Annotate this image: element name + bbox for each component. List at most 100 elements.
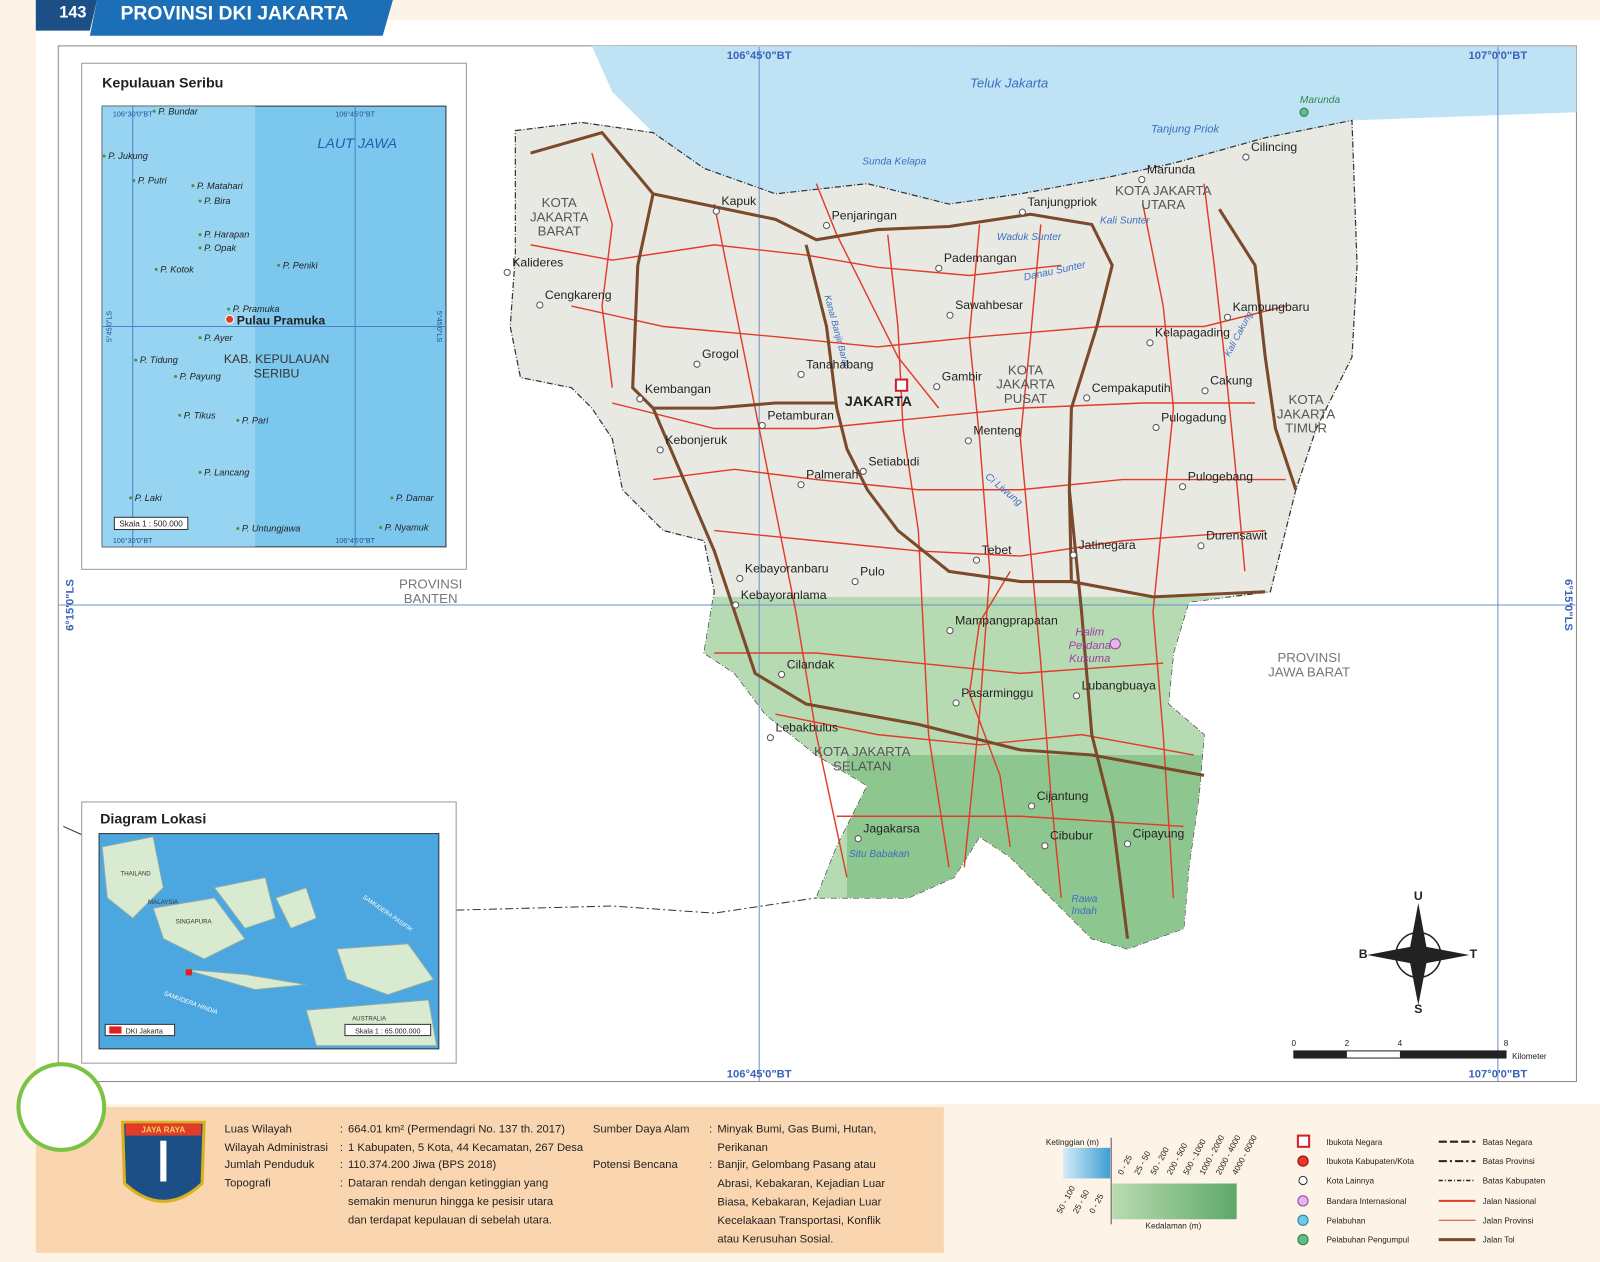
town-symbol	[1069, 551, 1078, 559]
province-border	[456, 897, 817, 914]
landmass	[183, 968, 307, 991]
capital-symbol	[894, 378, 909, 392]
inset-title: Kepulauan Seribu	[102, 76, 223, 92]
legend-label: Batas Negara	[1483, 1138, 1533, 1147]
info-value: Banjir, Gelombang Pasang atau Abrasi, Keb…	[717, 1159, 885, 1245]
toll-road	[1067, 489, 1130, 939]
town-symbol	[1197, 542, 1205, 550]
symbol-icon	[1297, 1214, 1309, 1226]
region-label-line: UTARA	[1141, 197, 1185, 212]
legend-label: Ibukota Negara	[1326, 1138, 1382, 1147]
legend-title: Ketinggian (m)	[1046, 1138, 1099, 1147]
island	[174, 374, 178, 379]
region-label-line: KOTA	[1008, 362, 1043, 377]
symbol-icon	[1297, 1155, 1309, 1167]
info-value-line: Kecelakaan Transportasi, Konflik	[717, 1215, 881, 1227]
island	[132, 179, 136, 183]
island	[198, 470, 202, 474]
region-label-line: SELATAN	[833, 758, 891, 773]
place-label: Lebakbulus	[776, 721, 839, 735]
island	[277, 263, 281, 267]
place-label: Tanahabang	[806, 357, 874, 371]
place-label: Kembangan	[645, 382, 711, 396]
info-value-line: dan terdapat kepulauan di sebelah utara.	[348, 1215, 552, 1227]
island	[198, 199, 202, 203]
info-value: Minyak Bumi, Gas Bumi, Hutan, Perikanan	[717, 1124, 876, 1155]
info-value-line: 664.01 km² (Permendagri No. 137 th. 2017…	[348, 1124, 565, 1136]
island	[379, 525, 383, 530]
region-label: KOTA JAKARTA UTARA	[1115, 183, 1212, 212]
logo-monument	[160, 1140, 167, 1182]
info-value-line: Dataran rendah dengan ketinggian yang	[348, 1178, 548, 1190]
provincial-road	[714, 652, 1164, 675]
airport-label-line: Halim	[1075, 627, 1104, 639]
place-label: Kampungbaru	[1233, 300, 1310, 314]
town-symbol	[1223, 313, 1232, 321]
town-symbol	[859, 467, 867, 475]
place-label: Durensawit	[1206, 529, 1268, 543]
region-label-line: JAKARTA	[1277, 406, 1336, 421]
toll-road	[530, 130, 1205, 777]
water-label: Kali Sunter	[1100, 215, 1150, 226]
place-label: Pademangan	[944, 251, 1017, 265]
island	[198, 336, 202, 340]
info-value-line: atau Kerusuhan Sosial.	[717, 1234, 833, 1246]
provincial-road	[571, 305, 1286, 348]
island-label: P. Bundar	[158, 106, 199, 116]
info-label: Jumlah Penduduk	[225, 1159, 315, 1171]
island-label: P. Untungjawa	[242, 524, 300, 534]
place-label: Marunda	[1147, 162, 1195, 176]
compass-ring	[1395, 931, 1442, 979]
provincial-road	[968, 570, 1011, 847]
provincial-road	[652, 468, 1286, 491]
legend-label: Jalan Nasional	[1483, 1197, 1537, 1206]
region-label-line: PROVINSI	[1277, 650, 1340, 665]
region-label-line: KAB. KEPULAUAN	[224, 352, 329, 366]
island-label: P. Opak	[204, 243, 236, 253]
place-label: Tebet	[982, 543, 1013, 557]
region-label: PROVINSI BANTEN	[399, 577, 462, 606]
info-separator: :	[340, 1124, 343, 1136]
grid-label: 6°15'0"LS	[1562, 579, 1574, 631]
provincial-road	[713, 203, 848, 878]
town-symbol	[656, 446, 664, 454]
island	[154, 267, 158, 271]
place-label: Kebayoranbaru	[745, 561, 829, 575]
logo-banner	[125, 1123, 202, 1136]
grid-label: 6°15'0"LS	[65, 579, 77, 631]
grid-label: 107°0'0"BT	[1469, 1068, 1528, 1080]
place-label: Cipayung	[1133, 827, 1185, 841]
town-symbol	[758, 421, 766, 430]
sea	[591, 45, 1577, 205]
main-map: 106°45'0"BT 106°45'0"BT 107°0'0"BT 107°0'0"…	[59, 45, 1577, 1082]
place-label: Jagakarsa	[863, 822, 920, 836]
island-label: P. Lancang	[204, 467, 250, 477]
region-label-line: PROVINSI	[399, 577, 462, 592]
place-label: Petamburan	[767, 408, 834, 422]
town-symbol	[1018, 208, 1026, 216]
scale-bar-segment	[1399, 1050, 1507, 1059]
scale-tick-label: 4	[1398, 1039, 1403, 1048]
info-separator: :	[340, 1178, 343, 1190]
place-label: Grogol	[702, 347, 739, 361]
scale-label: Skala 1 : 500.000	[119, 519, 183, 528]
town-symbol	[732, 601, 740, 609]
provincial-road	[815, 183, 940, 409]
info-value-line: Perikanan	[717, 1142, 768, 1154]
region-label: PROVINSI JAWA BARAT	[1268, 650, 1350, 679]
legend-label: Kota Lainnya	[1326, 1177, 1374, 1186]
location-label: THAILAND	[120, 870, 151, 877]
jakarta-marker	[185, 969, 192, 976]
place-label: Cibubur	[1050, 829, 1093, 843]
island-label: P. Putri	[138, 176, 168, 186]
town-symbol	[851, 577, 859, 586]
toll-road	[653, 401, 837, 410]
provincial-road	[1142, 203, 1175, 898]
island-label: P. Ayer	[204, 333, 233, 343]
toll-road	[1218, 208, 1298, 491]
scale-tick-label: 8	[1504, 1039, 1509, 1048]
provincial-road	[612, 402, 1256, 430]
place-label: Kalideres	[512, 255, 563, 269]
town-symbol	[636, 395, 644, 403]
island-label: P. Jukung	[108, 151, 149, 161]
